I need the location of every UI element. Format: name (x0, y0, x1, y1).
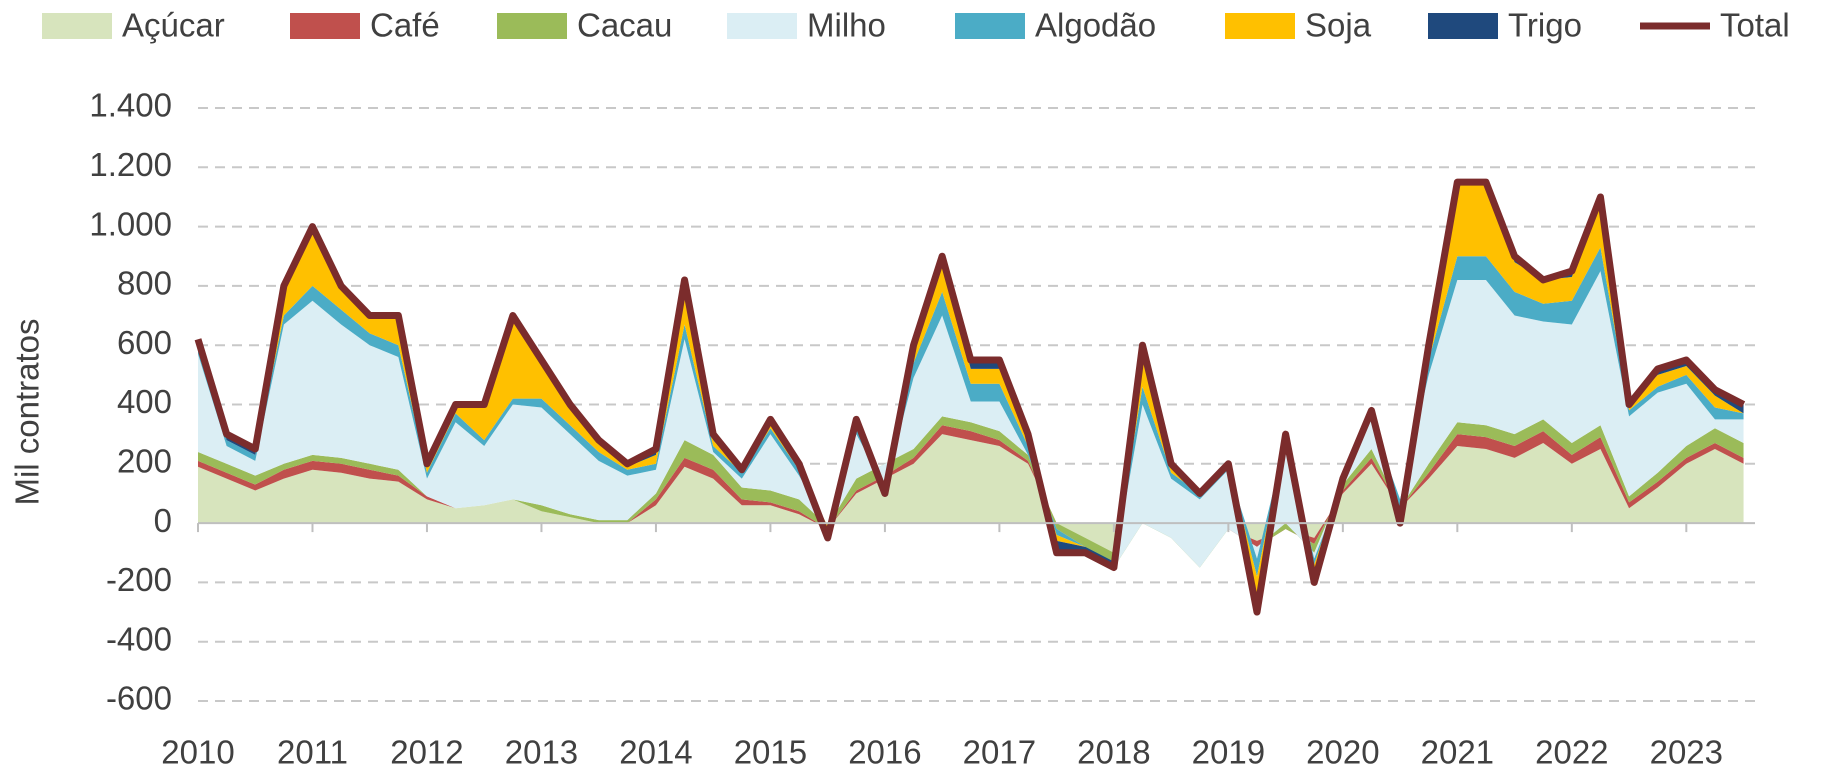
legend-swatch (497, 13, 567, 39)
legend-swatch (290, 13, 360, 39)
y-tick-label: 400 (117, 383, 172, 420)
x-tick-label: 2013 (505, 734, 578, 771)
y-tick-label: 0 (154, 502, 172, 539)
x-tick-label: 2020 (1306, 734, 1379, 771)
legend-swatch (1428, 13, 1498, 39)
legend-label: Milho (807, 7, 886, 44)
x-tick-label: 2018 (1077, 734, 1150, 771)
legend-swatch (1225, 13, 1295, 39)
area (198, 247, 1744, 577)
y-axis-title: Mil contratos (9, 318, 46, 505)
legend-swatch (42, 13, 112, 39)
axes (197, 522, 1755, 533)
y-tick-label: -200 (106, 561, 172, 598)
legend-label: Café (370, 7, 440, 44)
legend-swatch (727, 13, 797, 39)
legend-label: Algodão (1035, 7, 1156, 44)
x-tick-label: 2010 (161, 734, 234, 771)
legend-label: Soja (1305, 7, 1372, 44)
x-tick-label: 2016 (848, 734, 921, 771)
y-tick-label: 200 (117, 443, 172, 480)
legend-label: Trigo (1508, 7, 1582, 44)
x-tick-label: 2012 (390, 734, 463, 771)
x-tick-label: 2011 (277, 734, 348, 771)
y-tick-label: 1.000 (89, 205, 172, 242)
x-tick-label: 2014 (619, 734, 692, 771)
legend-label: Açúcar (122, 7, 225, 44)
area (198, 182, 1744, 601)
total-line (194, 178, 1746, 616)
area (198, 271, 1744, 568)
y-tick-label: 800 (117, 265, 172, 302)
legend-swatch (955, 13, 1025, 39)
y-tick-label: 1.200 (89, 146, 172, 183)
x-tick-label: 2021 (1421, 734, 1494, 771)
y-tick-label: -400 (106, 620, 172, 657)
y-tick-label: 600 (117, 324, 172, 361)
lines (194, 178, 1746, 616)
legend-label: Total (1720, 7, 1790, 44)
x-tick-label: 2017 (963, 734, 1036, 771)
x-tick-label: 2022 (1535, 734, 1608, 771)
legend-label: Cacau (577, 7, 672, 44)
x-tick-label: 2019 (1192, 734, 1265, 771)
x-tick-label: 2023 (1650, 734, 1723, 771)
y-tick-label: 1.400 (89, 87, 172, 124)
x-tick-label: 2015 (734, 734, 807, 771)
y-tick-label: -600 (106, 680, 172, 717)
